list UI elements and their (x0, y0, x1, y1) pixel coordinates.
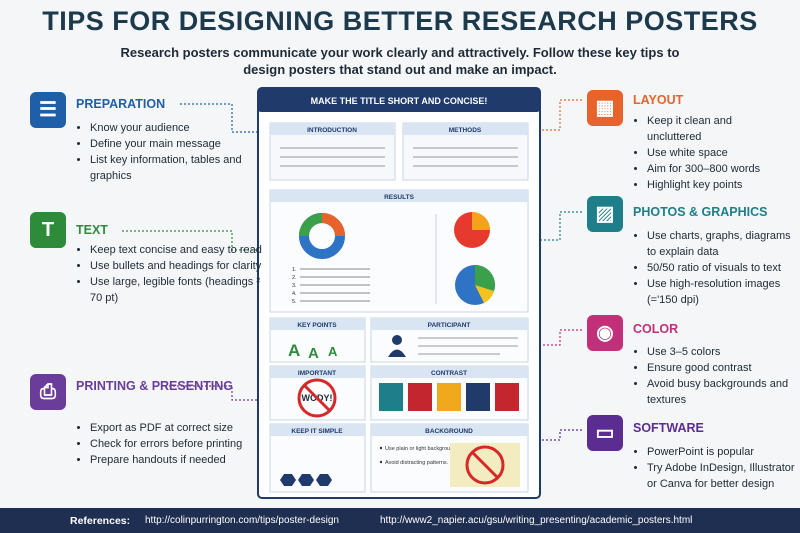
tip-item: Keep text concise and easy to read (90, 242, 271, 258)
connectors (122, 99, 582, 441)
tip-item: Highlight key points (647, 177, 783, 193)
keep-simple-header (270, 424, 365, 436)
tip-item: Use bullets and headings for clarity (90, 258, 271, 274)
list-number: 2. (292, 275, 297, 281)
tip-list: PowerPoint is popularTry Adobe InDesign,… (633, 444, 798, 492)
tip-list: Know your audienceDefine your main messa… (76, 120, 271, 184)
contrast-header (371, 366, 528, 378)
results-box (269, 189, 529, 313)
poster-illustration: MAKE THE TITLE SHORT AND CONCISE! INTROD… (122, 87, 582, 499)
section-icon: ◉ (587, 315, 623, 351)
contrast-label: CONTRAST (431, 370, 467, 377)
tip-section: ◉ COLOR Use 3–5 colorsEnsure good contrast… (587, 315, 800, 415)
section-icon: ▭ (587, 415, 623, 451)
contrast-swatches (379, 383, 519, 411)
tip-item: Check for errors before printing (90, 436, 271, 452)
methods-box (402, 122, 529, 181)
participant-icon (388, 335, 518, 357)
tip-item: Use large, legible fonts (headings ² 70 … (90, 274, 271, 306)
section-title: PHOTOS & GRAPHICS (633, 205, 768, 219)
tip-item: Know your audience (90, 120, 271, 136)
tip-item: Define your main message (90, 136, 271, 152)
list-number: 4. (292, 291, 297, 297)
key-letter: A (308, 345, 319, 362)
background-tip: Avoid distracting patterns. (385, 460, 449, 466)
participant-label: PARTICIPANT (428, 322, 471, 329)
intro-label: INTRODUCTION (307, 127, 357, 134)
no-pattern-bar (470, 450, 500, 480)
key-letter: A (288, 341, 300, 360)
tip-list: Keep text concise and easy to readUse bu… (76, 242, 271, 306)
tip-item: Try Adobe InDesign, Illustrator or Canva… (647, 460, 798, 492)
tip-section: ☰ PREPARATION Know your audienceDefine you… (30, 92, 275, 192)
list-number: 5. (292, 299, 297, 305)
key-points-label: KEY POINTS (297, 322, 337, 329)
tip-list: Use charts, graphs, diagrams to explain … (633, 228, 798, 308)
participant-header (371, 318, 528, 330)
section-title: PREPARATION (76, 97, 166, 111)
tip-item: Use high-resolution images (='150 dpi) (647, 276, 798, 308)
poster-header: MAKE THE TITLE SHORT AND CONCISE! (311, 96, 488, 106)
tip-item: PowerPoint is popular (647, 444, 798, 460)
poster-header-bar (258, 88, 540, 112)
references-label: References: (70, 515, 131, 527)
tip-section: ▦ LAYOUT Keep it clean and unclutteredUse … (587, 90, 787, 193)
section-icon: ☰ (30, 92, 66, 128)
footer: References: http://colinpurrington.com/t… (0, 508, 800, 533)
tip-item: Use charts, graphs, diagrams to explain … (647, 228, 798, 260)
tip-item: List key information, tables and graphic… (90, 152, 271, 184)
section-title: TEXT (76, 223, 108, 237)
title: TIPS FOR DESIGNING BETTER RESEARCH POSTE… (42, 6, 758, 36)
tip-item: Avoid busy backgrounds and textures (647, 376, 798, 408)
section-title: SOFTWARE (633, 421, 704, 435)
tip-item: Aim for 300–800 words (647, 161, 783, 177)
tip-item: Prepare handouts if needed (90, 452, 271, 468)
section-title: PRINTING & PRESENTING (76, 379, 233, 393)
section-title: COLOR (633, 322, 679, 336)
tip-item: 50/50 ratio of visuals to text (647, 260, 798, 276)
background-label: BACKGROUND (425, 428, 473, 435)
subtitle: Research posters communicate your work c… (120, 45, 680, 77)
tip-list: Use 3–5 colorsEnsure good contrastAvoid … (633, 344, 798, 408)
no-pattern-sign (465, 445, 505, 485)
tip-item: Use 3–5 colors (647, 344, 798, 360)
hexagons (280, 474, 332, 486)
section-icon: ▨ (587, 196, 623, 232)
keep-simple-label: KEEP IT SIMPLE (291, 428, 343, 435)
no-sign-bar (302, 383, 332, 413)
key-letter: A (328, 344, 338, 359)
tip-item: Export as PDF at correct size (90, 420, 271, 436)
section-icon: ▦ (587, 90, 623, 126)
important-label: IMPORTANT (298, 370, 336, 377)
tip-section: ▭ SOFTWARE PowerPoint is popularTry Adobe … (587, 415, 800, 515)
important-header (270, 366, 365, 378)
tip-section: ▨ PHOTOS & GRAPHICS Use charts, graphs, di… (587, 196, 800, 306)
reference-link[interactable]: http://www2_napier.acu/gsu/writing_prese… (380, 515, 693, 526)
section-icon: ⎙ (30, 374, 66, 410)
background-header (371, 424, 528, 436)
section-title: LAYOUT (633, 93, 684, 107)
list-number: 3. (292, 283, 297, 289)
bullet-dot (379, 446, 383, 450)
results-label: RESULTS (384, 194, 415, 201)
tip-section: ⎙ PRINTING & PRESENTING Export as PDF at c… (30, 374, 275, 474)
bullet-dot (379, 460, 383, 464)
section-icon: T (30, 212, 66, 248)
reference-link[interactable]: http://colinpurrington.com/tips/poster-d… (145, 515, 339, 526)
methods-label: METHODS (449, 127, 482, 134)
tip-item: Keep it clean and uncluttered (647, 113, 783, 145)
tip-section: TTEXTKeep text concise and easy to readU… (30, 212, 275, 312)
tip-item: Use white space (647, 145, 783, 161)
intro-box (269, 122, 396, 181)
tip-list: Export as PDF at correct sizeCheck for e… (76, 420, 271, 468)
no-sign (297, 378, 337, 418)
background-tip: Use plain or light backgrounds. (385, 446, 461, 452)
list-number: 1. (292, 267, 297, 273)
tip-item: Ensure good contrast (647, 360, 798, 376)
key-points-header (270, 318, 365, 330)
tip-list: Keep it clean and unclutteredUse white s… (633, 113, 783, 193)
